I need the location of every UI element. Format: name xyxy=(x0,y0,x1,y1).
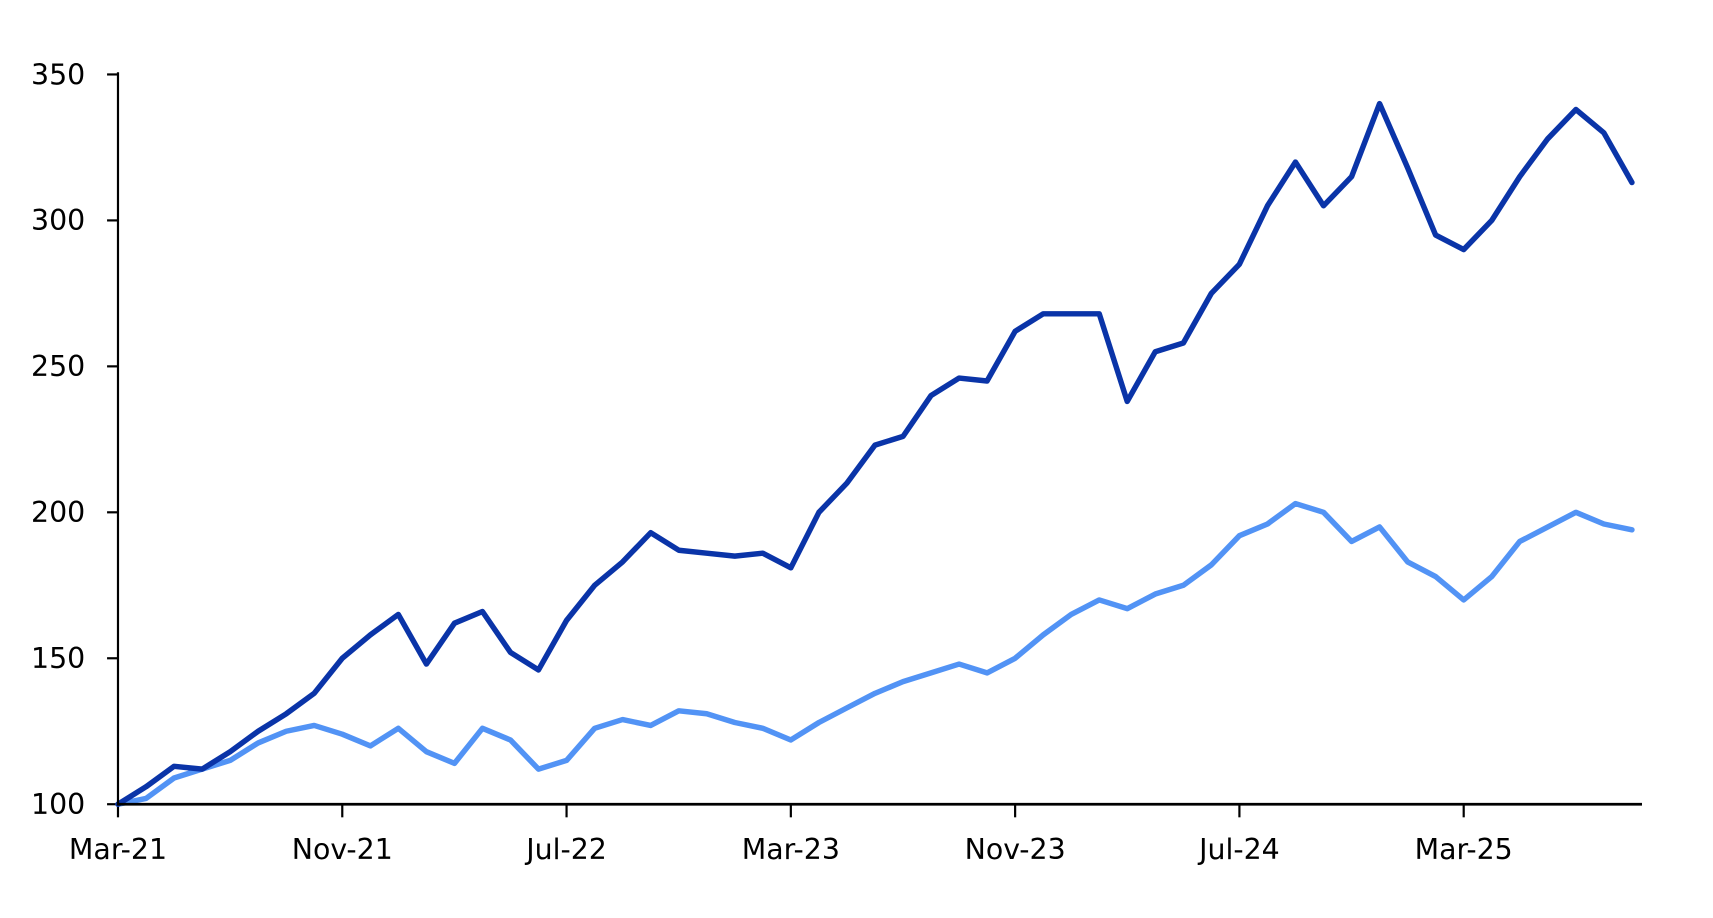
x-tick-label: Nov-21 xyxy=(292,833,393,866)
x-tick-label: Mar-23 xyxy=(742,833,840,866)
y-tick-label: 250 xyxy=(31,350,85,383)
y-axis: 100 150 200 250 300 350 xyxy=(31,58,118,821)
x-tick-label: Jul-22 xyxy=(524,833,607,866)
y-tick-label: 100 xyxy=(31,788,85,821)
series-group xyxy=(115,100,1635,807)
y-tick-label: 300 xyxy=(31,204,85,237)
y-tick-label: 200 xyxy=(31,496,85,529)
series-line-1 xyxy=(115,100,1635,807)
x-axis: Mar-21 Nov-21 Jul-22 Mar-23 Nov-23 Jul-24 Mar-… xyxy=(69,804,1513,866)
x-tick-label: Nov-23 xyxy=(965,833,1066,866)
x-tick-label: Mar-25 xyxy=(1415,833,1513,866)
x-tick-label: Mar-21 xyxy=(69,833,167,866)
y-tick-label: 350 xyxy=(31,58,85,91)
y-tick-label: 150 xyxy=(31,642,85,675)
x-tick-label: Jul-24 xyxy=(1197,833,1280,866)
series-line-2 xyxy=(115,500,1635,807)
